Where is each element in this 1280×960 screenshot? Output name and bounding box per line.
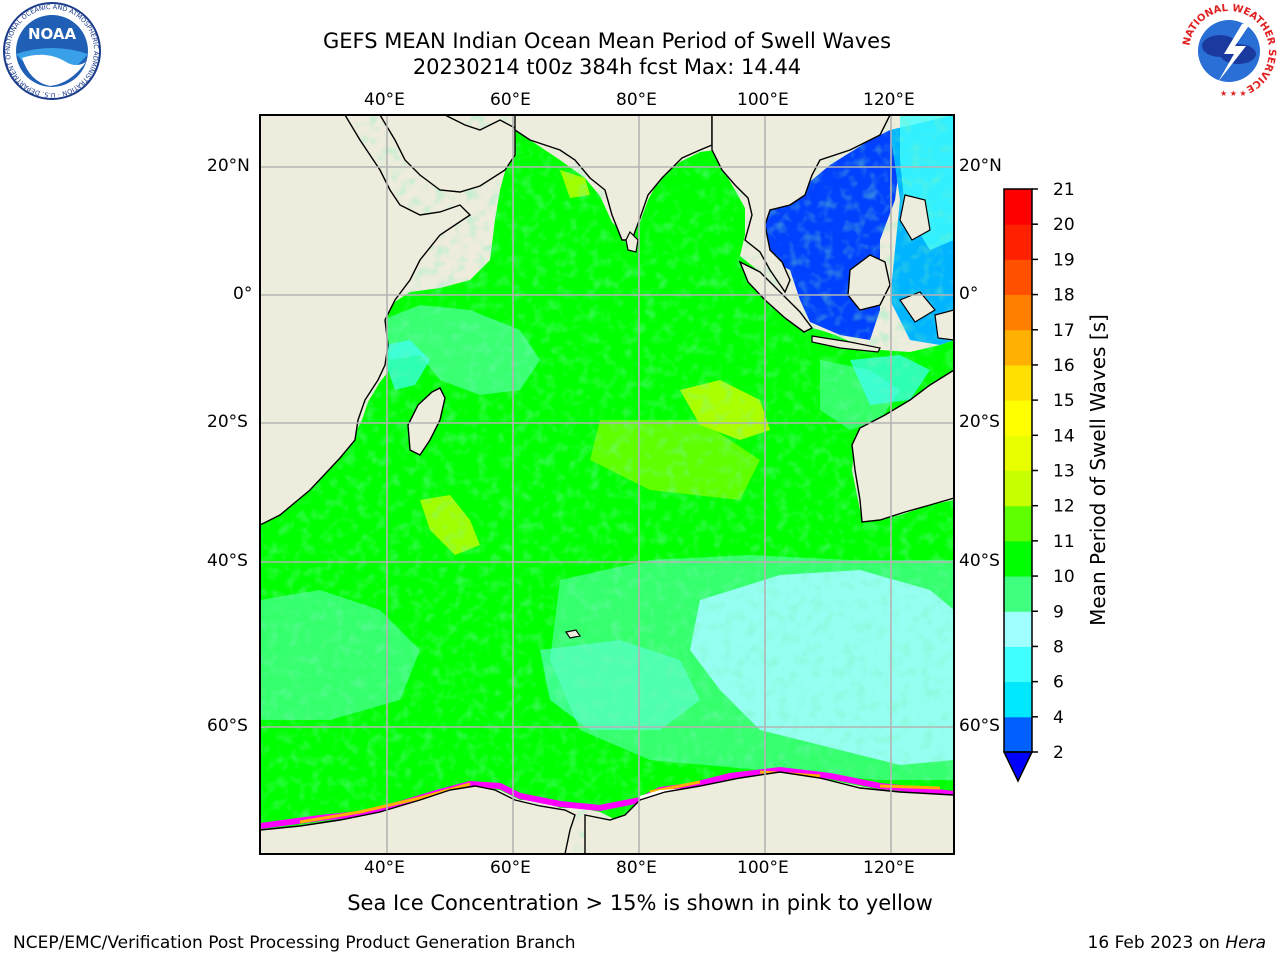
lon-label-bottom-120e: 120°E — [863, 858, 915, 878]
colorbar-tick-label: 9 — [1053, 602, 1064, 622]
nws-logo: NATIONAL WEATHER SERVICE ★ ★ ★ — [1181, 3, 1277, 98]
svg-text:★ ★ ★: ★ ★ ★ — [1220, 89, 1247, 98]
colorbar-tick-label: 21 — [1053, 180, 1075, 200]
colorbar-tick-label: 15 — [1053, 391, 1075, 411]
colorbar-segment — [1004, 224, 1032, 260]
lat-label-left-40s: 40°S — [207, 551, 248, 571]
landmass-madagascar — [407, 387, 446, 456]
colorbar-segment — [1004, 435, 1032, 471]
chart-subtitle: 20230214 t00z 384h fcst Max: 14.44 — [412, 55, 802, 79]
colorbar-tick-label: 2 — [1053, 743, 1064, 763]
colorbar-segment — [1004, 611, 1032, 647]
colorbar-tick-label: 4 — [1053, 708, 1064, 728]
colorbar-segment — [1004, 646, 1032, 683]
lon-label-top-60e: 60°E — [490, 90, 531, 110]
lat-label-left-0: 0° — [233, 284, 253, 304]
colorbar-title: Mean Period of Swell Waves [s] — [1086, 314, 1110, 626]
lon-label-top-120e: 120°E — [863, 90, 915, 110]
colorbar-segment — [1004, 364, 1032, 401]
lon-label-bottom-60e: 60°E — [490, 858, 531, 878]
chart-title: GEFS MEAN Indian Ocean Mean Period of Sw… — [322, 29, 892, 53]
landmass-australia — [851, 369, 954, 523]
lat-label-left-20n: 20°N — [207, 156, 250, 176]
colorbar-segment — [1004, 329, 1032, 366]
colorbar-segment — [1004, 505, 1032, 542]
lat-label-right-40s: 40°S — [959, 551, 1000, 571]
colorbar-segment — [1004, 259, 1032, 296]
colorbar-tick-label: 13 — [1053, 462, 1075, 482]
colorbar-tick-label: 16 — [1053, 356, 1075, 376]
graticule — [260, 115, 954, 854]
colorbar-segment — [1004, 576, 1032, 612]
lon-label-bottom-40e: 40°E — [364, 858, 405, 878]
landmass-se-asia — [711, 115, 891, 294]
colorbar-segment — [1004, 400, 1032, 436]
colorbar-tick-label: 14 — [1053, 426, 1075, 446]
lat-label-right-60s: 60°S — [959, 716, 1000, 736]
landmass-arabia — [379, 115, 516, 193]
colorbar-tick-label: 12 — [1053, 497, 1075, 517]
colorbar-tick-label: 11 — [1053, 532, 1075, 552]
colorbar-tick-label: 19 — [1053, 250, 1075, 270]
noaa-logo-text: NOAA — [28, 25, 77, 43]
lon-label-top-40e: 40°E — [364, 90, 405, 110]
colorbar-tick-label: 18 — [1053, 286, 1075, 306]
colorbar-segment — [1004, 294, 1032, 331]
lon-label-bottom-80e: 80°E — [616, 858, 657, 878]
colorbar-segment — [1004, 716, 1032, 753]
lat-label-right-0: 0° — [959, 284, 979, 304]
colorbar-segment — [1004, 470, 1032, 507]
lon-label-top-100e: 100°E — [737, 90, 789, 110]
lat-label-right-20s: 20°S — [959, 412, 1000, 432]
colorbar-segment — [1004, 681, 1032, 718]
credit-system: Hera — [1225, 933, 1266, 953]
lon-label-top-80e: 80°E — [616, 90, 657, 110]
colorbar-segment — [1004, 540, 1032, 577]
colorbar: 2 4 6 8 9 10 11 12 13 14 15 16 17 18 19 20 21 — [1002, 180, 1075, 783]
map-field — [260, 115, 954, 854]
colorbar-tick-label: 10 — [1053, 567, 1075, 587]
lat-label-left-60s: 60°S — [207, 716, 248, 736]
credit-branch: NCEP/EMC/Verification Post Processing Pr… — [13, 933, 576, 953]
colorbar-tick-label: 8 — [1053, 637, 1064, 657]
landmass-antarctica — [260, 785, 576, 854]
colorbar-tick-label: 20 — [1053, 215, 1075, 235]
credit-date-text: 16 Feb 2023 on — [1087, 933, 1226, 953]
lat-label-left-20s: 20°S — [207, 412, 248, 432]
colorbar-tick-label: 17 — [1053, 321, 1075, 341]
map-frame — [259, 114, 955, 855]
colorbar-extend-arrow — [1002, 751, 1034, 783]
lon-label-bottom-100e: 100°E — [737, 858, 789, 878]
noaa-logo: NATIONAL OCEANIC AND ATMOSPHERIC ADMINIS… — [2, 2, 101, 100]
lat-label-right-20n: 20°N — [959, 156, 1002, 176]
sea-ice-caption: Sea Ice Concentration > 15% is shown in … — [347, 891, 933, 915]
credit-date: 16 Feb 2023 on Hera — [1088, 933, 1266, 953]
colorbar-tick-label: 6 — [1053, 673, 1064, 693]
colorbar-segment — [1004, 189, 1032, 225]
